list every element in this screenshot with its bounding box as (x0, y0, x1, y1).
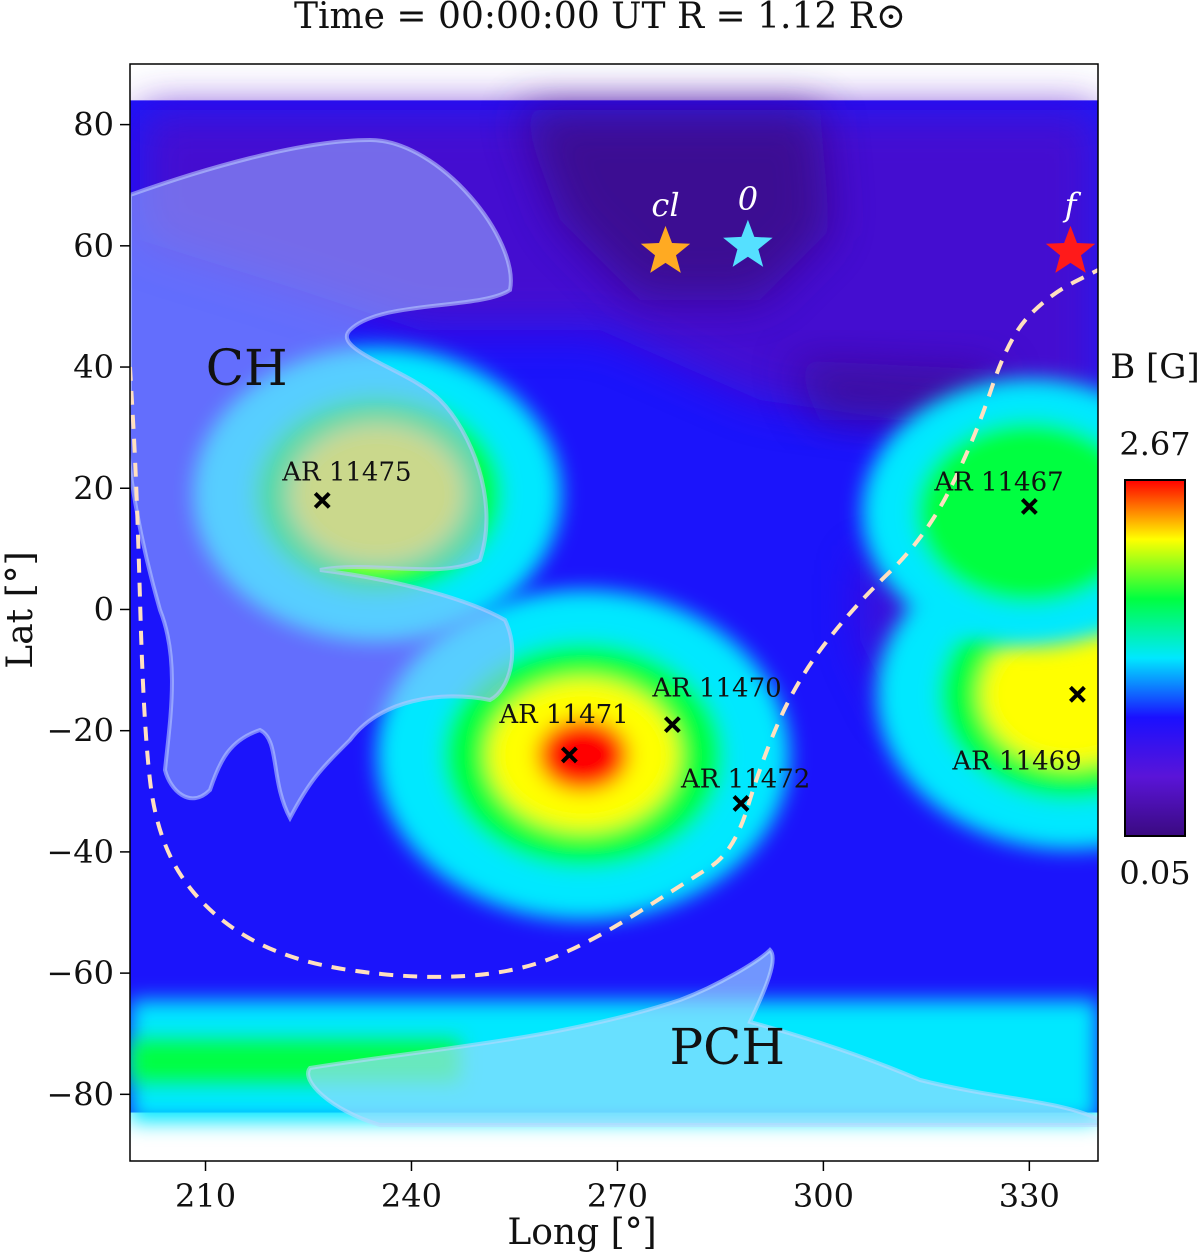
region-label-layer: CH PCH (206, 339, 785, 1076)
active-region-label: AR 11469 (951, 746, 1081, 776)
chart-title: Time = 00:00:00 UT R = 1.12 R⊙ (294, 0, 906, 37)
plot-frame (129, 63, 1099, 1162)
x-axis-ticks: 210 240 270 300 330 (175, 1161, 1060, 1215)
y-tick-label: 60 (73, 227, 114, 265)
active-region: AR 11470 (651, 674, 782, 734)
x-tick-label: 270 (587, 1177, 648, 1215)
field-contour (981, 622, 1098, 766)
y-tick-label: 40 (73, 348, 114, 386)
coronal-hole-overlays (130, 137, 1098, 1127)
x-tick-label: 300 (793, 1177, 854, 1215)
colorbar-min-label: 0.05 (1119, 854, 1190, 892)
x-tick-label: 210 (175, 1177, 236, 1215)
polarity-inversion-line (130, 268, 1098, 979)
active-region-x-mark (1020, 498, 1038, 515)
active-region: AR 11472 (680, 764, 810, 812)
field-contour (915, 421, 1098, 604)
active-region-layer: AR 11475 AR 11471 AR 11470 AR 11472 AR 11467… (281, 457, 1086, 812)
colorbar-label: B [G] (1110, 347, 1199, 387)
active-region-label: AR 11467 (933, 467, 1063, 497)
active-region: AR 11469 (951, 685, 1086, 776)
colorbar-gradient (1124, 479, 1186, 837)
active-region-x-mark (1068, 685, 1086, 703)
active-region-x-mark (560, 746, 578, 764)
coronal-hole-ch (130, 137, 515, 823)
star-icon (723, 219, 773, 267)
star-icon (640, 225, 691, 273)
region-label: CH (206, 339, 288, 397)
y-axis-ticks: 80 60 40 20 0 −20 −40 −60 −80 (46, 106, 130, 1113)
active-region-x-mark (732, 794, 750, 812)
star-marker: 0 (723, 180, 773, 267)
y-axis-label: Lat [°] (0, 551, 41, 668)
active-region: AR 11471 (498, 700, 629, 764)
plot-area: AR 11475 AR 11471 AR 11470 AR 11472 AR 11467… (130, 64, 1098, 1161)
field-contour (537, 718, 629, 792)
y-tick-label: −80 (46, 1075, 114, 1113)
y-tick-label: 80 (73, 106, 114, 144)
y-tick-label: 20 (73, 469, 114, 507)
star-icon (1045, 225, 1096, 273)
active-region-x-mark (663, 716, 681, 734)
active-region-label: AR 11470 (651, 674, 781, 704)
region-label: PCH (670, 1018, 786, 1076)
field-blob (862, 378, 1098, 647)
active-region: AR 11467 (933, 467, 1064, 515)
star-marker: cl (640, 186, 691, 273)
star-marker-layer: cl 0 f (640, 180, 1096, 273)
active-region-label: AR 11472 (680, 764, 810, 794)
coronal-hole-pch (306, 947, 1098, 1127)
colorbar-max-label: 2.67 (1119, 425, 1190, 463)
star-marker-label: cl (651, 186, 679, 224)
x-tick-label: 240 (381, 1177, 442, 1215)
colorbar: B [G] 2.67 0.05 (1110, 347, 1199, 892)
y-tick-label: 0 (94, 590, 114, 628)
active-region-label: AR 11471 (498, 700, 628, 730)
star-marker-label: 0 (738, 180, 758, 218)
active-region-label: AR 11475 (281, 457, 411, 487)
y-tick-label: −40 (46, 833, 114, 871)
x-axis-label: Long [°] (507, 1212, 656, 1253)
y-tick-label: −20 (46, 712, 114, 750)
active-region: AR 11475 (281, 457, 412, 509)
y-tick-label: −60 (46, 954, 114, 992)
x-tick-label: 330 (999, 1177, 1060, 1215)
active-region-x-mark (313, 491, 331, 509)
